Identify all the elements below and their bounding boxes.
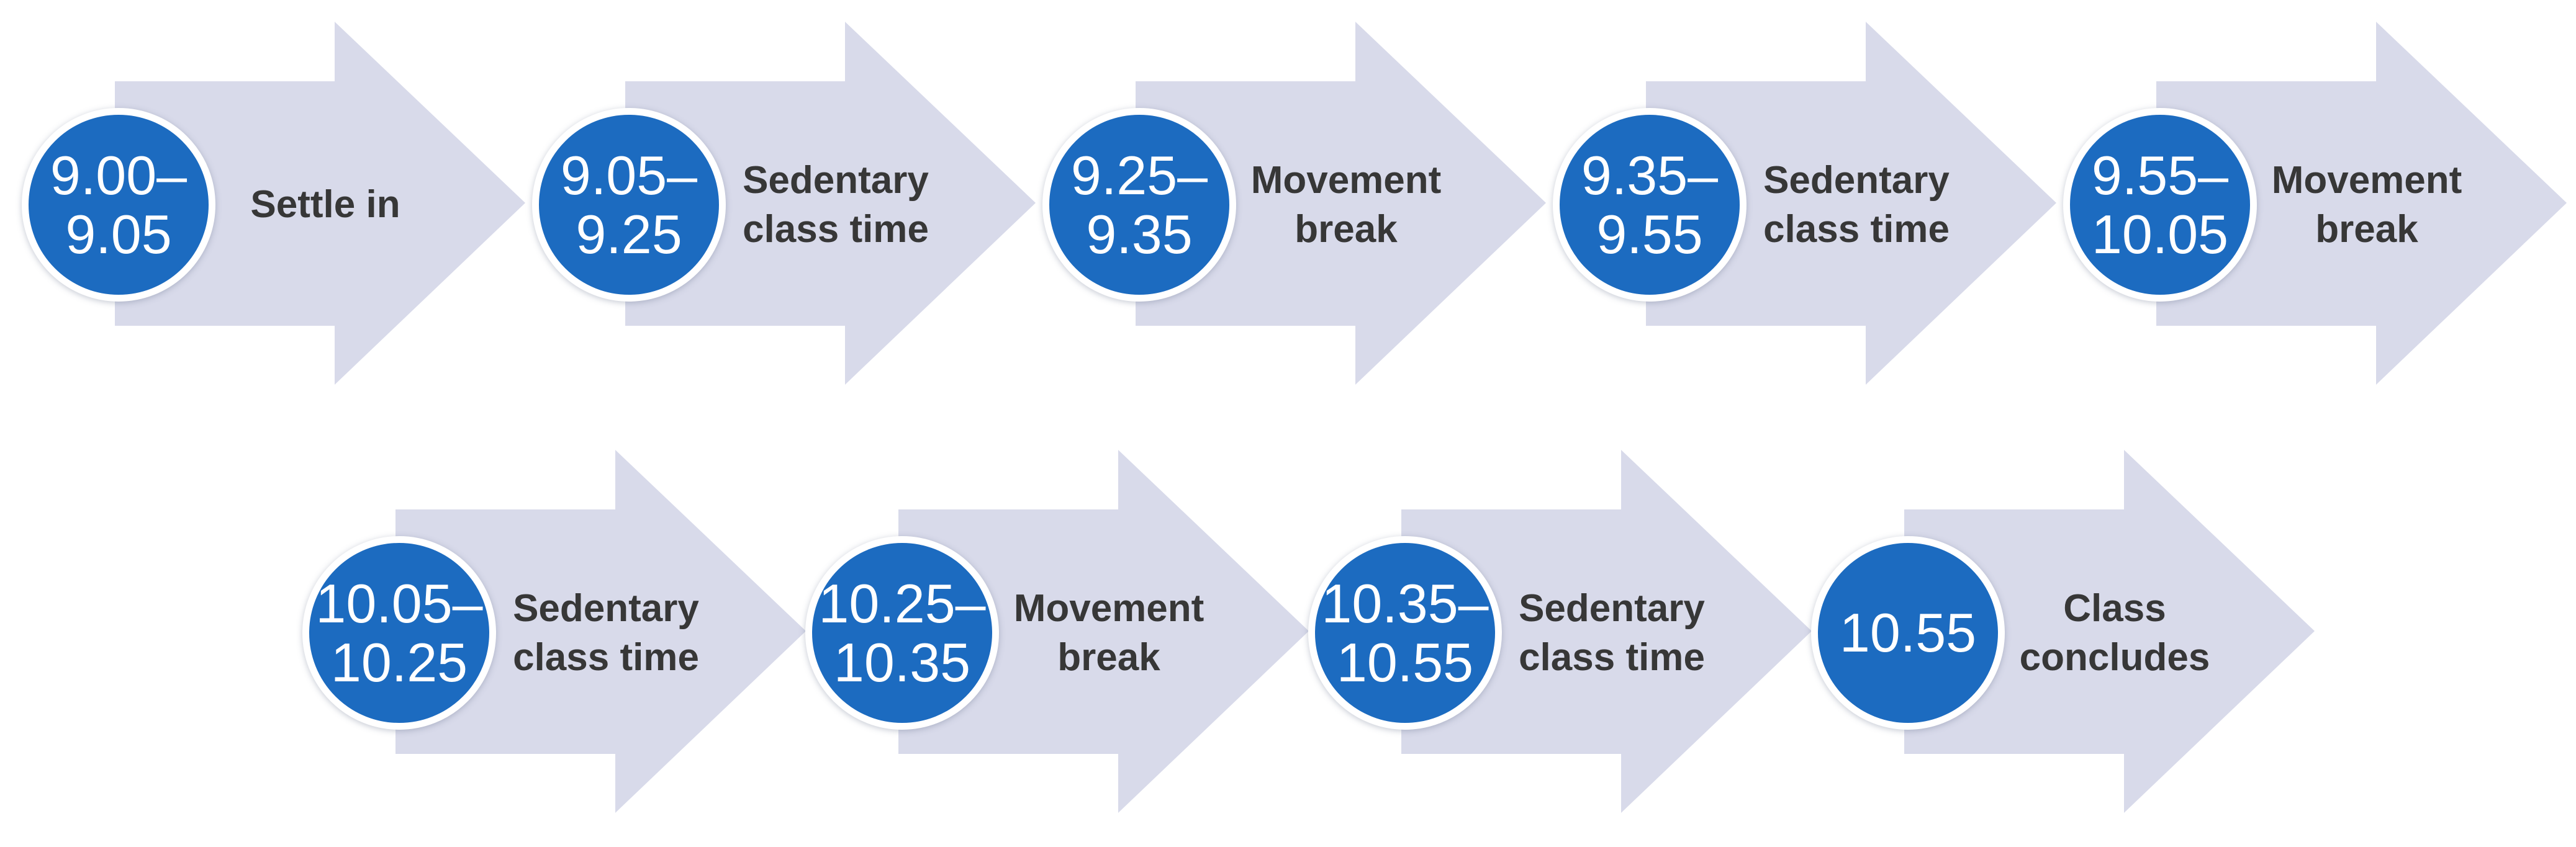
time-circle: 9.00– 9.05 [22,108,215,302]
time-circle: 10.35– 10.55 [1308,536,1502,730]
time-circle: 10.55 [1811,536,2005,730]
step-sedentary-3: Sedentary class time 10.05– 10.25 [291,450,806,816]
time-text: 9.35– 9.55 [1581,144,1719,265]
step-movement-2: Movement break 9.55– 10.05 [2051,22,2567,388]
time-text: 10.25– 10.35 [818,572,986,693]
time-text: 10.35– 10.55 [1321,572,1489,693]
step-movement-3: Movement break 10.25– 10.35 [793,450,1309,816]
time-circle: 10.25– 10.35 [805,536,999,730]
step-label: Movement break [1013,586,1204,679]
step-label: Sedentary class time [1519,586,1705,679]
arrow-head [615,450,806,813]
arrow-head [2124,450,2315,813]
arrow-head [1355,22,1546,385]
time-circle: 9.35– 9.55 [1553,108,1747,302]
arrow-head [845,22,1036,385]
step-sedentary-1: Sedentary class time 9.05– 9.25 [520,22,1036,388]
step-label: Sedentary class time [1763,158,1950,251]
step-movement-1: Movement break 9.25– 9.35 [1031,22,1546,388]
step-label: Movement break [2271,158,2462,251]
arrow-head [1621,450,1812,813]
time-text: 9.25– 9.35 [1070,144,1208,265]
time-circle: 9.25– 9.35 [1042,108,1236,302]
time-text: 10.55 [1839,602,1977,664]
step-label: Class concludes [2019,586,2210,679]
step-sedentary-4: Sedentary class time 10.35– 10.55 [1296,450,1812,816]
time-text: 9.00– 9.05 [50,144,188,265]
time-text: 9.05– 9.25 [560,144,698,265]
arrow-head [2376,22,2567,385]
time-circle: 9.05– 9.25 [532,108,726,302]
time-text: 10.05– 10.25 [315,572,483,693]
step-label: Movement break [1250,158,1442,251]
arrow-head [1118,450,1309,813]
arrow-head [335,22,525,385]
time-circle: 9.55– 10.05 [2063,108,2257,302]
time-circle: 10.05– 10.25 [302,536,496,730]
time-text: 9.55– 10.05 [2091,144,2229,265]
arrow-head [1866,22,2056,385]
step-label: Settle in [250,183,400,226]
step-class-concludes: Class concludes 10.55 [1799,450,2315,816]
step-label: Sedentary class time [743,158,929,251]
step-label: Sedentary class time [513,586,699,679]
step-sedentary-2: Sedentary class time 9.35– 9.55 [1541,22,2056,388]
step-settle-in: Settle in 9.00– 9.05 [10,22,525,388]
